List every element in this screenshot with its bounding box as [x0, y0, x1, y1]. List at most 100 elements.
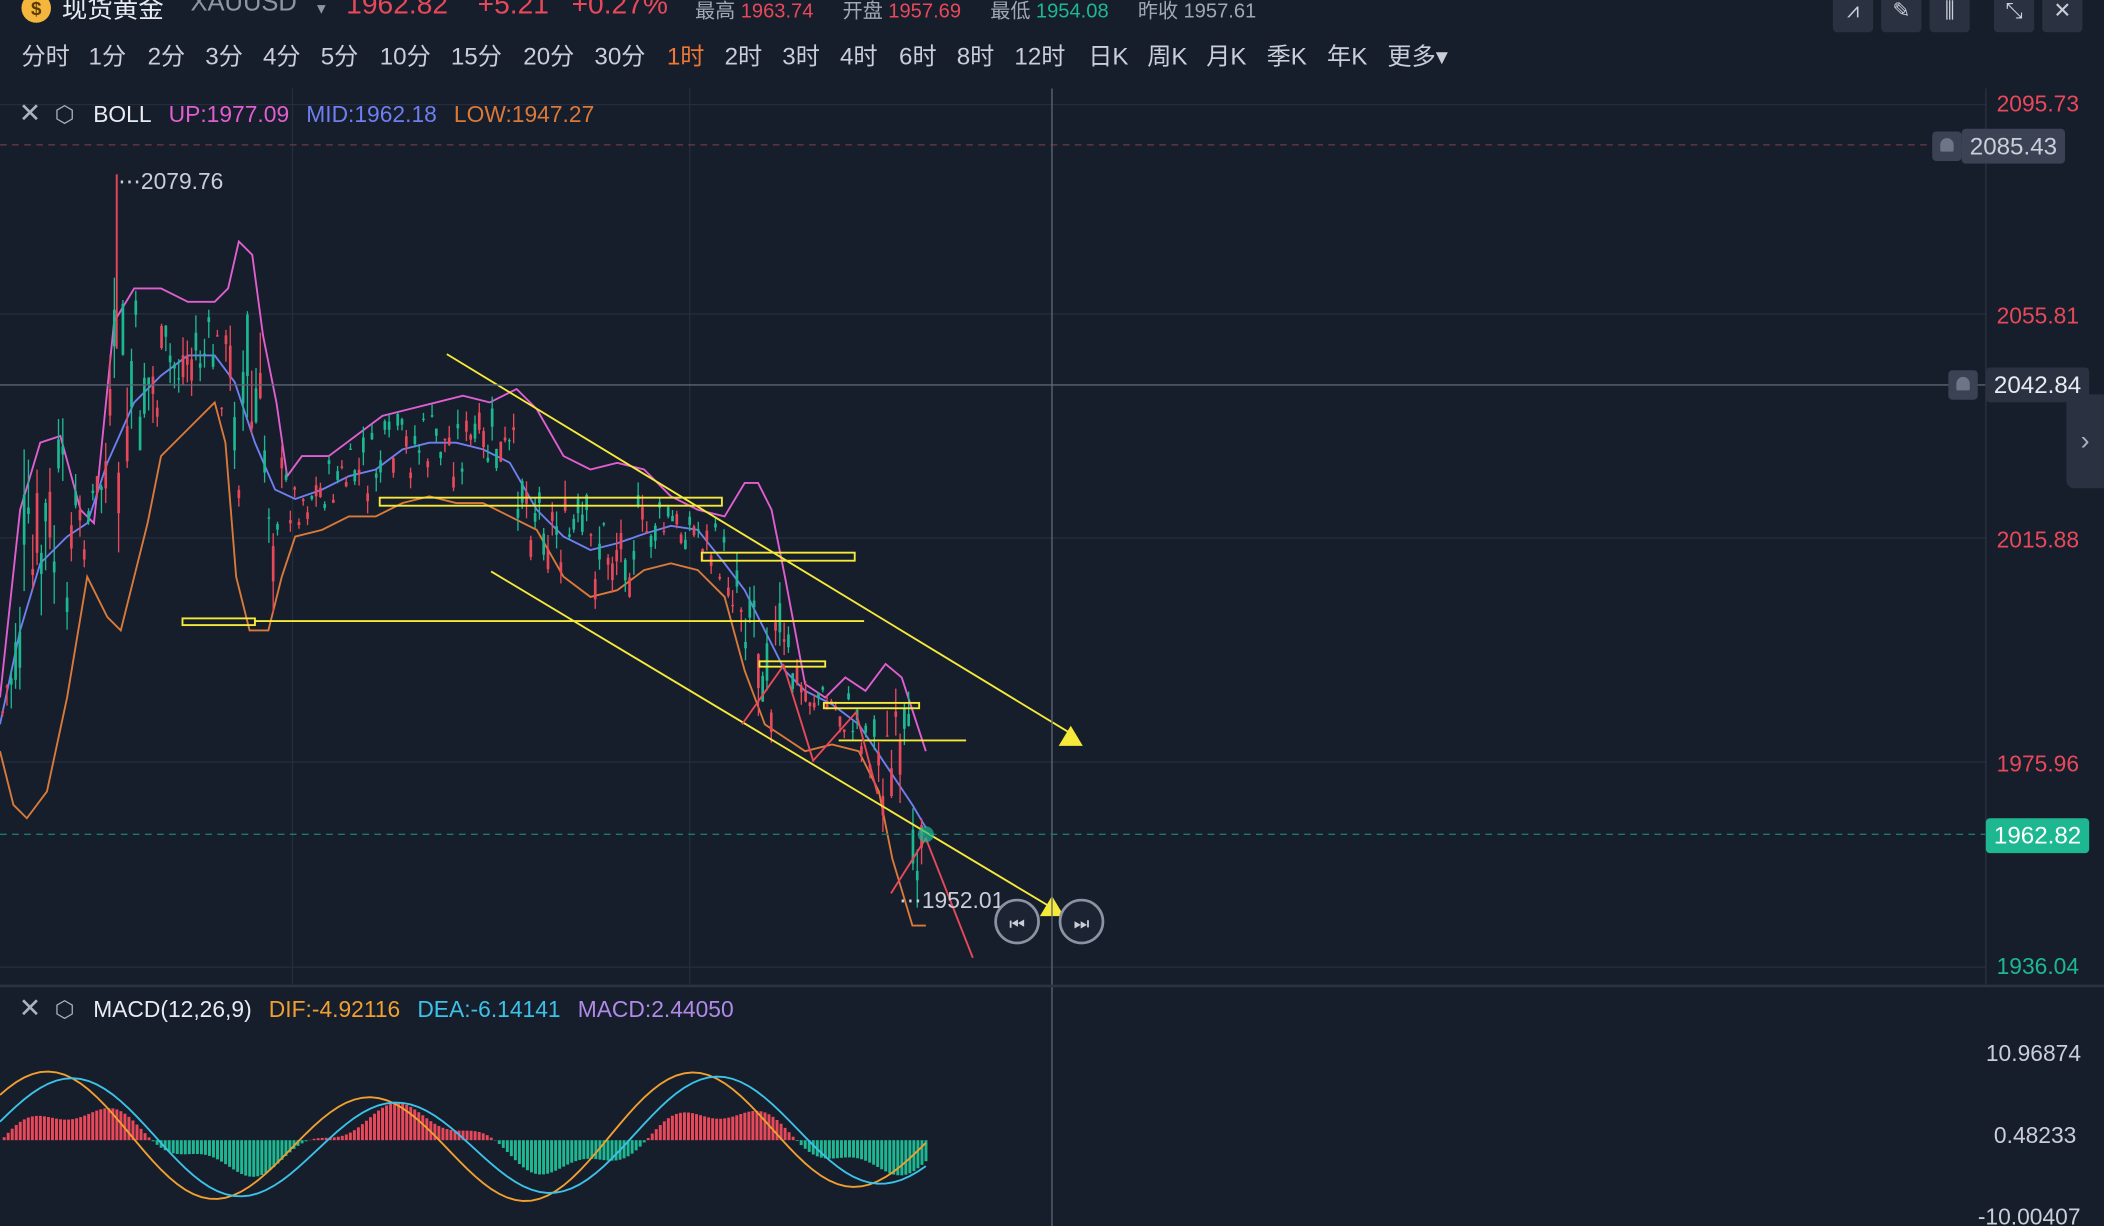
- macd-histogram-bar: [397, 1102, 401, 1141]
- candle-body: [903, 708, 906, 729]
- macd-histogram-bar: [352, 1130, 356, 1141]
- candle-body: [473, 423, 477, 439]
- macd-dif-line: [0, 1070, 927, 1202]
- macd-histogram-bar: [103, 1108, 107, 1141]
- macd-histogram-bar: [469, 1130, 473, 1141]
- macd-histogram-bar: [481, 1133, 485, 1141]
- candle-body: [254, 388, 258, 423]
- scroll-forward-button[interactable]: ⏭: [1058, 898, 1105, 945]
- price-chart[interactable]: [0, 88, 1986, 985]
- candle-body: [374, 473, 378, 478]
- draw-pen-icon[interactable]: ✎: [1881, 0, 1922, 33]
- macd-histogram-bar: [139, 1128, 143, 1141]
- timeframe-周K[interactable]: 周K: [1147, 42, 1188, 70]
- remove-indicator-icon[interactable]: ✕: [18, 99, 42, 129]
- candle-body: [898, 740, 902, 775]
- indicator-icon[interactable]: ⩘: [1832, 0, 1874, 33]
- macd-histogram-bar: [34, 1115, 38, 1141]
- trend-line-lower: [490, 570, 1056, 911]
- macd-histogram-bar: [324, 1137, 328, 1141]
- symbol-code[interactable]: XAUUSD: [190, 0, 297, 18]
- timeframe-更多[interactable]: 更多▾: [1387, 42, 1448, 70]
- macd-histogram-bar: [272, 1140, 276, 1168]
- scroll-back-button[interactable]: ⏮: [994, 898, 1040, 945]
- candle-body: [366, 493, 369, 502]
- alert-bell-icon[interactable]: [1932, 131, 1962, 161]
- timeframe-20分[interactable]: 20分: [523, 42, 575, 70]
- shrink-icon[interactable]: ⤡: [1993, 0, 2035, 33]
- timeframe-3时[interactable]: 3时: [782, 42, 820, 70]
- candle-body: [392, 458, 395, 473]
- timeframe-2时[interactable]: 2时: [724, 42, 763, 70]
- macd-chart[interactable]: [0, 1033, 1986, 1226]
- alert-price-tag[interactable]: 2085.43: [1961, 128, 2066, 164]
- macd-histogram-bar: [727, 1117, 731, 1141]
- candle-body: [211, 354, 215, 367]
- macd-histogram-bar: [803, 1140, 807, 1149]
- timeframe-1分[interactable]: 1分: [88, 42, 127, 70]
- candle-body: [276, 524, 279, 530]
- timeframe-日K[interactable]: 日K: [1088, 42, 1129, 70]
- settings-gear-icon[interactable]: ⬡: [54, 996, 75, 1023]
- macd-histogram-bar: [884, 1140, 888, 1172]
- candle-body: [422, 418, 425, 421]
- candle-body: [340, 466, 344, 468]
- candle-body: [61, 446, 65, 455]
- candle-type-icon[interactable]: ⫼: [1929, 0, 1970, 33]
- macd-histogram-bar: [699, 1115, 703, 1141]
- timeframe-季K[interactable]: 季K: [1266, 42, 1307, 70]
- candle-body: [319, 487, 322, 498]
- macd-histogram-bar: [650, 1133, 654, 1141]
- remove-indicator-icon[interactable]: ✕: [18, 993, 42, 1024]
- macd-histogram-bar: [751, 1110, 755, 1141]
- timeframe-15分[interactable]: 15分: [450, 42, 502, 70]
- macd-histogram-bar: [477, 1131, 481, 1141]
- timeframe-年K[interactable]: 年K: [1327, 42, 1368, 70]
- macd-histogram-bar: [46, 1117, 50, 1141]
- stat-open: 开盘 1957.69: [842, 0, 962, 23]
- timeframe-12时[interactable]: 12时: [1014, 42, 1066, 70]
- settings-gear-icon[interactable]: ⬡: [54, 101, 75, 128]
- candle-body: [452, 476, 455, 488]
- macd-histogram-bar: [449, 1129, 453, 1141]
- candle-body: [91, 490, 95, 494]
- timeframe-10分[interactable]: 10分: [379, 42, 431, 70]
- candle-body: [486, 457, 490, 462]
- stat-prev-close: 昨收 1957.61: [1137, 0, 1257, 23]
- macd-histogram-bar: [860, 1140, 864, 1160]
- candle-body: [241, 372, 245, 404]
- timeframe-8时[interactable]: 8时: [956, 42, 995, 70]
- macd-histogram-bar: [67, 1119, 71, 1141]
- timeframe-5分[interactable]: 5分: [320, 42, 359, 70]
- timeframe-1时[interactable]: 1时: [666, 42, 705, 70]
- candle-body: [731, 604, 734, 607]
- macd-histogram-bar: [550, 1140, 554, 1173]
- timeframe-3分[interactable]: 3分: [205, 42, 243, 70]
- macd-histogram-bar: [735, 1115, 739, 1141]
- macd-histogram-bar: [344, 1134, 348, 1141]
- macd-histogram-bar: [356, 1127, 360, 1141]
- macd-histogram-bar: [566, 1140, 570, 1165]
- timeframe-2分[interactable]: 2分: [147, 42, 186, 70]
- macd-histogram-bar: [505, 1140, 509, 1152]
- timeframe-4分[interactable]: 4分: [262, 42, 301, 70]
- timeframe-6时[interactable]: 6时: [899, 42, 937, 70]
- close-icon[interactable]: ✕: [2042, 0, 2083, 33]
- macd-histogram-bar: [364, 1120, 368, 1141]
- timeframe-30分[interactable]: 30分: [594, 42, 646, 70]
- macd-histogram-bar: [377, 1110, 380, 1141]
- symbol-name[interactable]: 现货黄金: [61, 0, 164, 25]
- candle-body: [160, 325, 163, 349]
- candle-body: [396, 413, 400, 426]
- timeframe-4时[interactable]: 4时: [839, 42, 878, 70]
- timeframe-分时[interactable]: 分时: [21, 42, 70, 70]
- alert-bell-icon[interactable]: [1948, 370, 1978, 400]
- macd-histogram-bar: [497, 1140, 501, 1145]
- symbol-dropdown-icon[interactable]: ▼: [313, 1, 329, 18]
- timeframe-月K[interactable]: 月K: [1206, 42, 1247, 70]
- candle-body: [379, 460, 382, 473]
- expand-panel-button[interactable]: ›: [2066, 394, 2104, 489]
- price-axis-label: 2015.88: [1996, 527, 2080, 553]
- macd-histogram-bar: [896, 1140, 900, 1176]
- macd-histogram-bar: [670, 1115, 674, 1141]
